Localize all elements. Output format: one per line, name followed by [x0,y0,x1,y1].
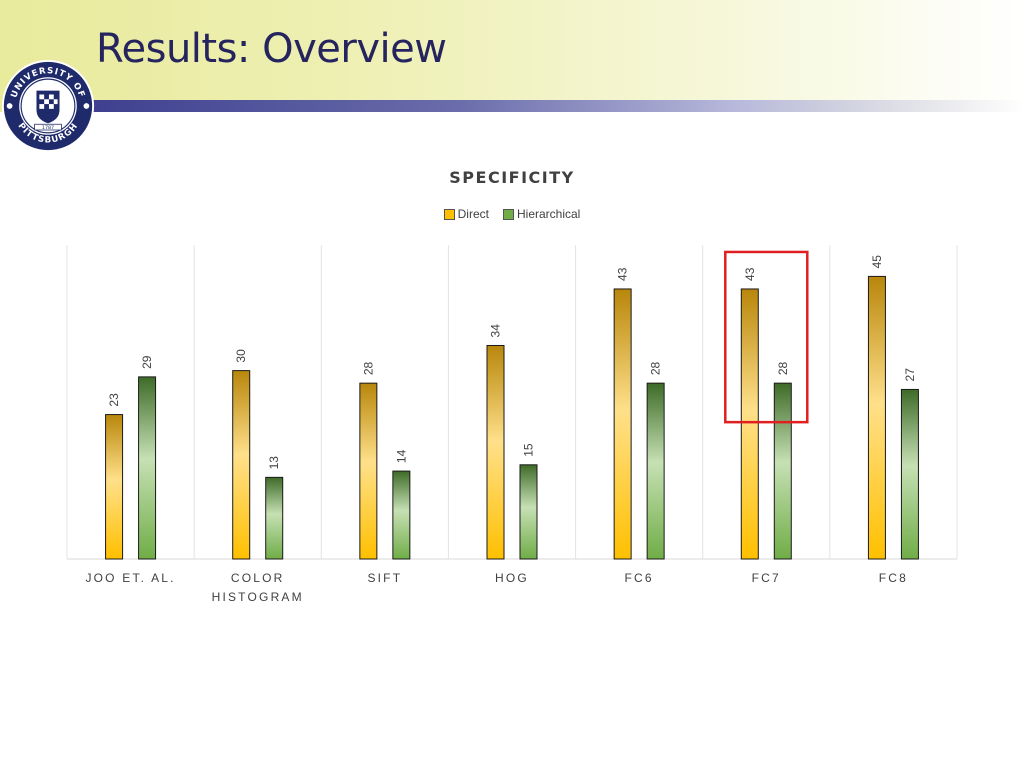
legend-swatch-hierarchical [502,208,514,220]
bar-direct-fc7 [740,288,759,560]
bar-direct-sift [359,382,378,560]
slide-title: Results: Overview [96,26,447,72]
bar-hierarchical-sift [392,470,411,560]
bar-hierarchical-hog [519,464,538,560]
data-label-hierarchical-joo-et-al: 29 [140,355,154,369]
title-band [0,0,1024,112]
legend-swatch-direct [443,208,455,220]
x-tick-label-color-histogram-line1: COLOR [231,571,285,585]
data-label-direct-color-histogram: 30 [234,349,248,363]
data-label-direct-sift: 28 [361,361,375,375]
chart-title: SPECIFICITY [449,168,575,187]
x-tick-label-color-histogram-line2: HISTOGRAM [212,590,304,604]
data-label-direct-fc7: 43 [743,267,757,281]
data-label-direct-fc8: 45 [870,255,884,269]
data-label-hierarchical-fc8: 27 [903,368,917,382]
x-tick-label-hog: HOG [495,571,529,585]
title-rule [80,100,1024,112]
data-label-direct-joo-et-al: 23 [107,393,121,407]
data-label-hierarchical-color-histogram: 13 [267,456,281,470]
highlight-box-fc7 [724,250,809,424]
bar-hierarchical-color-histogram [265,476,284,560]
bar-direct-hog [486,344,505,560]
data-label-hierarchical-sift: 14 [394,449,408,463]
legend-item-direct: Direct [443,207,489,221]
legend-label-direct: Direct [457,207,489,221]
x-tick-label-fc7: FC7 [752,571,781,585]
bar-direct-joo-et-al [105,414,124,560]
data-label-direct-hog: 34 [489,324,503,338]
data-label-direct-fc6: 43 [616,267,630,281]
legend-item-hierarchical: Hierarchical [502,207,581,221]
bar-direct-fc6 [613,288,632,560]
x-tick-label-joo-et-al: JOO ET. AL. [85,571,175,585]
data-label-hierarchical-hog: 15 [522,443,536,457]
bar-hierarchical-joo-et-al [138,376,157,560]
data-label-hierarchical-fc6: 28 [649,361,663,375]
bar-direct-color-histogram [232,370,251,560]
x-tick-label-fc6: FC6 [625,571,654,585]
seal-year: 1787 [42,125,54,131]
chart-legend: Direct Hierarchical [0,207,1024,221]
bar-hierarchical-fc8 [900,388,919,560]
bar-direct-fc8 [867,275,886,560]
x-tick-label-sift: SIFT [367,571,402,585]
university-seal-logo: UNIVERSITY OF PITTSBURGH 1787 [1,59,95,153]
x-tick-label-fc8: FC8 [879,571,908,585]
data-label-hierarchical-fc7: 28 [776,361,790,375]
bar-hierarchical-fc6 [646,382,665,560]
bar-hierarchical-fc7 [773,382,792,560]
legend-label-hierarchical: Hierarchical [516,207,581,221]
